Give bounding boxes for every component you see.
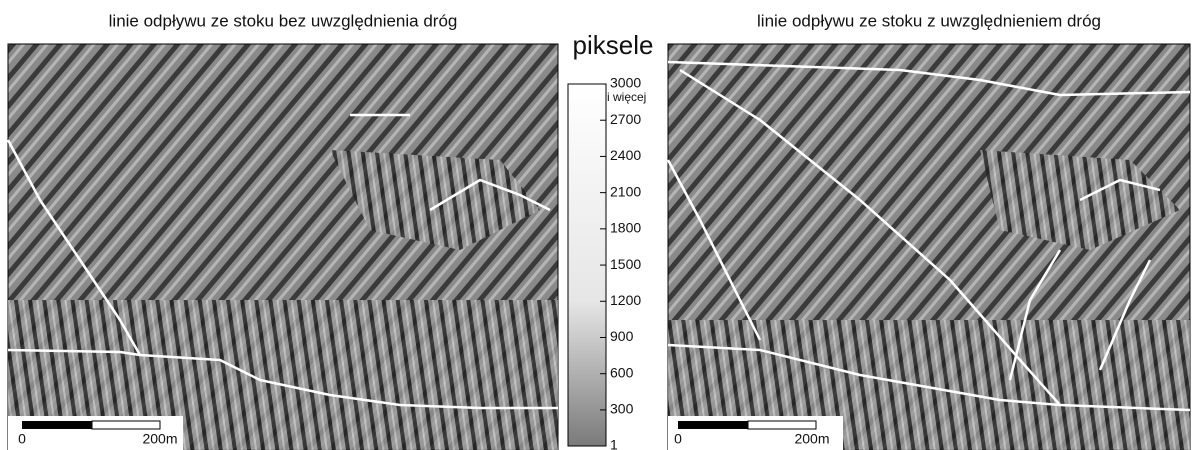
legend-title: piksele — [573, 30, 654, 60]
map-right — [666, 43, 1191, 450]
tick-label: 900 — [610, 328, 634, 344]
scale-label: 0 — [18, 431, 26, 447]
tick-label: 600 — [610, 364, 634, 380]
tick-note: i więcej — [607, 90, 646, 104]
map-title: linie odpływu ze stoku z uwzględnieniem … — [757, 11, 1101, 30]
tick-label: 1800 — [610, 220, 641, 236]
color-bar — [567, 83, 607, 447]
scale-label: 200m — [142, 431, 177, 447]
scale-label: 0 — [674, 431, 682, 447]
tick-label: 1 — [610, 437, 618, 450]
tick-label: 2100 — [610, 183, 641, 199]
scale-bar: 0 200m — [8, 416, 183, 450]
scale-bar: 0 200m — [668, 416, 843, 450]
scale-label: 200m — [794, 431, 829, 447]
map-left — [6, 43, 559, 450]
tick-label: 2700 — [610, 111, 641, 127]
tick-label: 1200 — [610, 292, 641, 308]
legend: piksele 3000 2700 2400 2100 1800 1500 1200 900 6… — [567, 30, 654, 450]
tick-label: 3000 — [610, 75, 641, 91]
map-title: linie odpływu ze stoku bez uwzględnienia… — [109, 11, 458, 30]
tick-label: 300 — [610, 401, 634, 417]
tick-label: 2400 — [610, 147, 641, 163]
tick-label: 1500 — [610, 256, 641, 272]
